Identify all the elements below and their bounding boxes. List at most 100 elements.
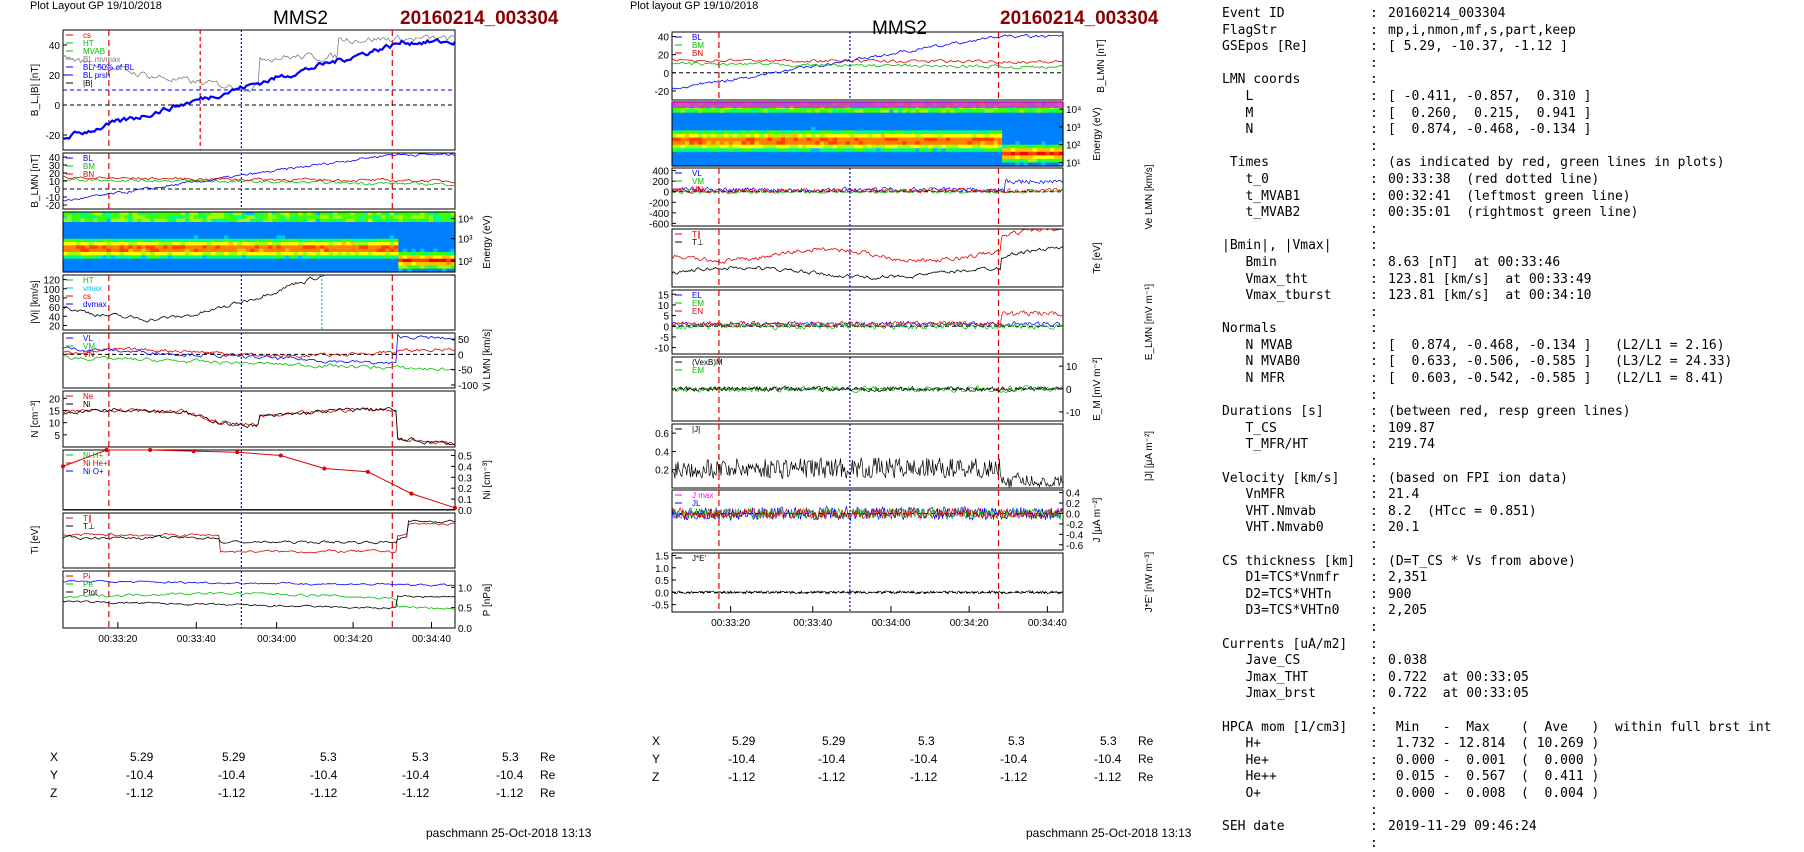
spectrogram-cell [224,245,230,250]
spectrogram-cell [950,155,955,160]
spectrogram-cell [293,238,299,243]
spectrogram-cell [272,218,278,223]
spectrogram-cell [702,151,708,156]
spectrogram-cell [306,222,312,226]
spectrogram-cell [724,109,729,114]
spectrogram-cell [446,222,452,226]
spectrogram-cell [745,134,751,139]
spectrogram-cell [741,155,747,160]
spectrogram-cell [767,130,773,135]
panel-ylabel: B_LMN [nT] [30,154,41,208]
spectrogram-cell [446,258,452,263]
spectrogram-cell [311,242,317,246]
info-key: VHT.Nmvab [1222,503,1316,519]
spectrogram-cell [437,222,443,226]
legend-label: BN [692,49,703,58]
spectrogram-cell [145,252,151,256]
spectrogram-cell [433,222,439,226]
spectrogram-cell [828,130,834,135]
spectrogram-cell [780,109,786,114]
spectrogram-cell [1006,162,1012,167]
spectrogram-cell [89,265,95,270]
spectrogram-cell [372,252,378,256]
spectrogram-cell [854,137,860,142]
spectrogram-cell [71,232,77,236]
spectrogram-cell [189,255,195,260]
spectrogram-cell [672,151,677,156]
info-colon: : [1370,105,1378,121]
spectrogram-cell [945,134,951,139]
spectrogram-cell [293,232,299,236]
spectrogram-cell [115,245,121,250]
spectrogram-cell [989,158,994,164]
spectrogram-cell [124,215,129,220]
spectrogram-cell [63,262,68,266]
spectrogram-cell [815,151,821,156]
spectrogram-cell [1028,112,1034,117]
spectrogram-cell [706,141,712,146]
spectrogram-cell [298,235,304,240]
spectrogram-cell [71,255,77,260]
spectrogram-cell [402,255,408,260]
spectrogram-cell [272,238,278,243]
spectrogram-cell [837,155,842,160]
spectrogram-cell [793,134,799,139]
spectrogram-cell [819,158,825,164]
spectrogram-cell [889,141,895,146]
spectrogram-cell [93,258,99,263]
spectrogram-cell [280,242,286,246]
spectrogram-cell [906,134,912,139]
spectrogram-cell [398,215,404,220]
spectrogram-cell [394,262,399,266]
spectrogram-cell [385,258,391,263]
spectrogram-cell [919,137,925,142]
spectrogram-cell [754,148,760,153]
spectrogram-cell [1015,162,1021,167]
spectrogram-cell [941,137,947,142]
spectrogram-cell [1006,137,1012,142]
spectrogram-cell [341,262,347,266]
panel-ylabel: Ve LMN [km/s] [1144,164,1155,229]
spectrogram-cell [150,212,156,216]
spectrogram-cell [176,228,182,233]
spectrogram-cell [819,155,825,160]
spectrogram-cell [802,116,808,121]
spectrogram-cell [997,126,1003,132]
spectrogram-cell [984,119,990,124]
spectrogram-cell [971,112,977,117]
spectrogram-cell [346,245,352,250]
spectrogram-cell [128,225,134,230]
spectrogram-cell [350,222,356,226]
spectrogram-cell [871,130,877,135]
info-value: 00:33:38 (red dotted line) [1388,171,1600,187]
spectrogram-cell [954,148,960,153]
spectrogram-cell [876,137,882,142]
spectrogram-cell [845,141,851,146]
spectrogram-cell [806,144,812,149]
spectrogram-cell [950,144,955,149]
middle-panel-frame [671,423,1064,489]
spectrogram-cell [880,141,886,146]
spectrogram-cell [806,151,812,156]
spectrogram-cell [932,162,938,167]
spectrogram-cell [245,215,251,220]
spectrogram-cell [685,151,690,156]
spectrogram-cell [341,252,347,256]
spectrogram-cell [685,123,690,128]
spectrogram-cell [980,148,986,153]
spectrogram-cell [411,222,417,226]
spectrogram-cell [250,222,256,226]
spectrogram-cell [850,116,855,121]
eph-x-1: 5.29 [222,750,246,764]
spectrogram-cell [280,258,286,263]
spectrogram-cell [446,235,452,240]
spectrogram-cell [232,238,238,243]
spectrogram-cell [997,151,1003,156]
spectrogram-cell [924,112,929,117]
spectrogram-cell [402,212,408,216]
spectrogram-cell [154,255,160,260]
spectrogram-cell [902,148,908,153]
spectrogram-cell [185,242,190,246]
spectrogram-cell [832,130,838,135]
spectrogram-cell [232,232,238,236]
